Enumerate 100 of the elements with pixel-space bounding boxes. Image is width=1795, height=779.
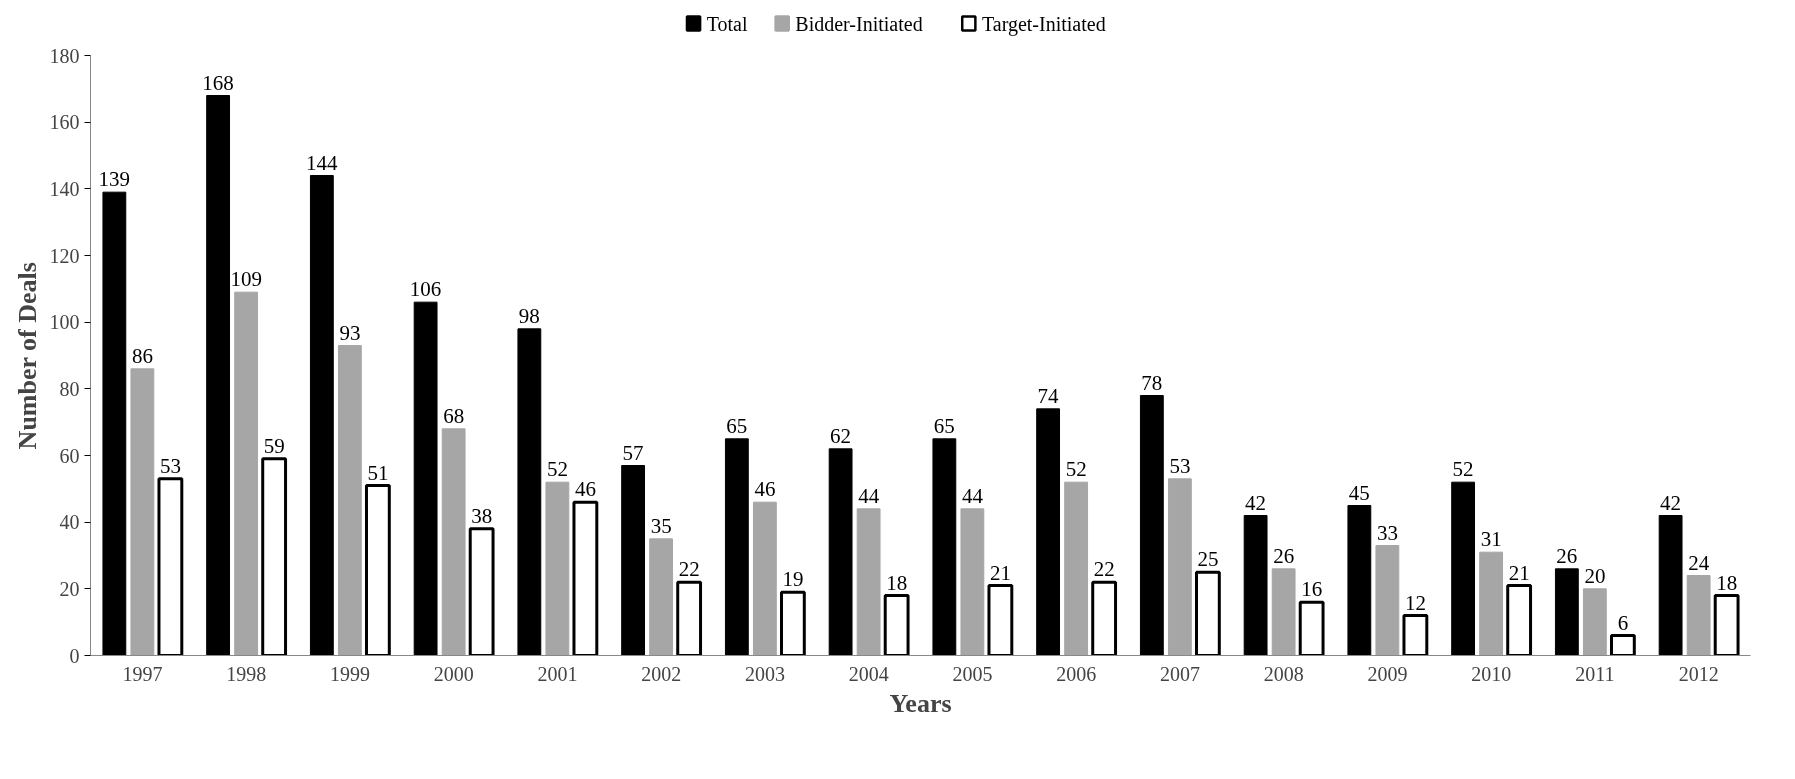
data-label: 139 [98, 167, 131, 192]
x-tick-label: 2002 [641, 662, 682, 685]
data-label: 24 [1688, 550, 1710, 575]
bar [1036, 408, 1061, 656]
x-tick-label: 2004 [848, 662, 889, 685]
bar [261, 457, 288, 656]
bar [337, 345, 362, 656]
data-label: 38 [471, 503, 493, 528]
data-label: 52 [1452, 457, 1474, 482]
data-label: 46 [754, 477, 776, 502]
data-label: 22 [1093, 557, 1115, 582]
bar [883, 594, 910, 656]
data-label: 26 [1273, 543, 1295, 568]
x-tick-label: 2012 [1678, 662, 1719, 685]
bar [1167, 478, 1192, 656]
data-label: 93 [339, 320, 361, 345]
y-tick-label: 100 [49, 311, 80, 334]
x-tick-label: 2009 [1367, 662, 1408, 685]
data-label: 44 [961, 483, 984, 508]
data-label: 98 [518, 303, 540, 328]
y-tick-label: 0 [69, 644, 80, 667]
data-label: 52 [546, 457, 568, 482]
data-label: 52 [1065, 457, 1087, 482]
bar [1139, 395, 1164, 656]
data-label: 168 [202, 70, 234, 95]
y-tick-label: 60 [59, 444, 80, 467]
x-tick-label: 2011 [1575, 662, 1615, 685]
bar [1451, 481, 1476, 656]
bar [1375, 545, 1400, 656]
data-label: 33 [1376, 520, 1398, 545]
data-label: 68 [443, 403, 465, 428]
x-tick-label: 1997 [122, 662, 163, 685]
bar [621, 465, 646, 656]
data-label: 86 [131, 343, 153, 368]
x-tick-label: 2003 [744, 662, 785, 685]
bar [413, 301, 438, 656]
data-label: 46 [574, 477, 596, 502]
data-label: 106 [409, 277, 442, 302]
data-label: 35 [650, 513, 672, 538]
data-label: 18 [1716, 570, 1738, 595]
bar [130, 368, 155, 656]
bar [1402, 614, 1429, 656]
bar [1271, 568, 1296, 656]
bar [752, 501, 777, 656]
bar [1713, 594, 1740, 656]
bar [932, 438, 957, 656]
data-label: 109 [230, 267, 262, 292]
data-label: 57 [622, 440, 644, 465]
x-tick-label: 2007 [1159, 662, 1200, 685]
data-label: 45 [1348, 480, 1370, 505]
bar [1064, 481, 1089, 656]
bar [649, 538, 674, 656]
bar [364, 484, 391, 656]
data-label: 78 [1141, 370, 1163, 395]
x-tick-label: 2006 [1056, 662, 1097, 685]
bar [856, 508, 881, 656]
data-label: 25 [1197, 547, 1219, 572]
data-label: 53 [1169, 453, 1191, 478]
data-label: 53 [159, 453, 181, 478]
bar [724, 438, 749, 656]
bar [1194, 570, 1221, 656]
data-label: 6 [1617, 610, 1629, 635]
data-label: 65 [933, 413, 955, 438]
y-tick-label: 140 [49, 177, 80, 200]
y-tick-label: 180 [49, 44, 80, 67]
bar [960, 508, 985, 656]
bar [779, 590, 806, 656]
bar [987, 584, 1014, 656]
data-label: 31 [1480, 527, 1502, 552]
data-label: 51 [367, 460, 389, 485]
data-label: 26 [1556, 543, 1578, 568]
bar [1658, 515, 1683, 656]
x-tick-label: 2001 [537, 662, 578, 685]
x-tick-label: 1998 [226, 662, 267, 685]
bar [234, 291, 259, 656]
data-label: 19 [782, 567, 804, 592]
legend-label: Target-Initiated [981, 12, 1106, 36]
bar [828, 448, 853, 656]
x-tick-label: 2000 [433, 662, 474, 685]
y-tick-label: 120 [49, 244, 80, 267]
bar [441, 428, 466, 656]
bar [1298, 600, 1325, 656]
data-label: 144 [306, 150, 339, 175]
data-label: 74 [1037, 383, 1060, 408]
data-label: 42 [1245, 490, 1267, 515]
data-label: 16 [1301, 577, 1323, 602]
bar [1347, 505, 1372, 656]
data-label: 18 [886, 570, 908, 595]
data-label: 62 [830, 423, 852, 448]
bar [1506, 584, 1533, 656]
bar [545, 481, 570, 656]
legend-label: Total [706, 12, 748, 35]
data-label: 59 [263, 433, 285, 458]
x-tick-label: 2008 [1263, 662, 1304, 685]
data-label: 21 [989, 560, 1011, 585]
bar [157, 477, 184, 656]
bar [468, 527, 495, 656]
bar [1609, 634, 1636, 656]
data-label: 44 [858, 483, 880, 508]
bar [1243, 515, 1268, 656]
